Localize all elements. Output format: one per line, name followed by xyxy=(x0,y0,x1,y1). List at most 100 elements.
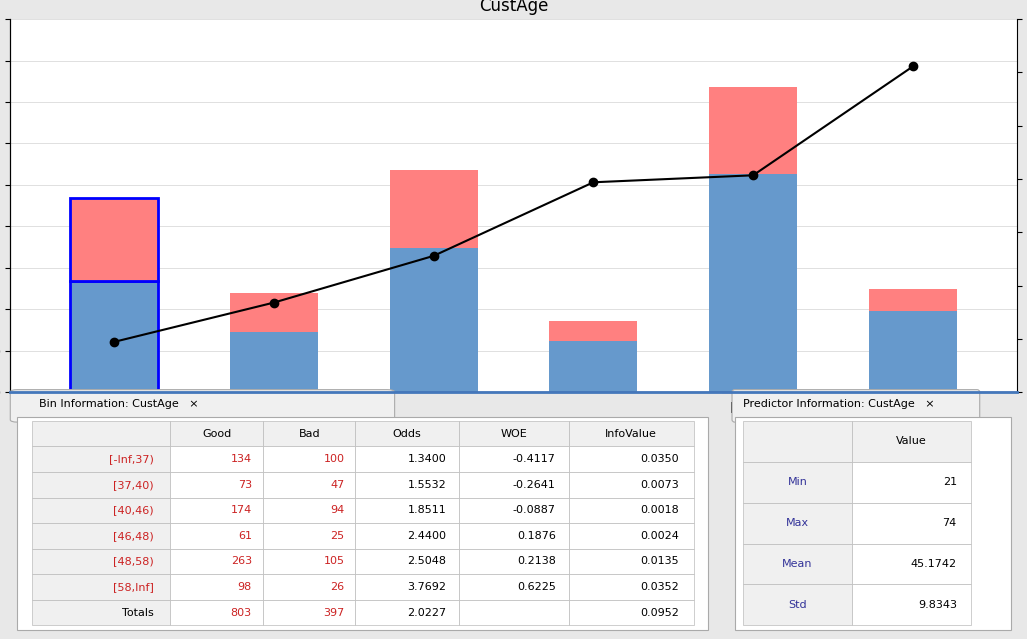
Bar xyxy=(263,600,355,626)
Bar xyxy=(170,421,263,447)
Text: 0.0135: 0.0135 xyxy=(640,557,679,567)
Text: InfoValue: InfoValue xyxy=(605,429,657,439)
Text: -0.0887: -0.0887 xyxy=(512,505,556,516)
Text: 0.2138: 0.2138 xyxy=(517,557,556,567)
Text: 105: 105 xyxy=(324,557,344,567)
Bar xyxy=(230,332,317,392)
Bar xyxy=(459,472,569,498)
Text: 98: 98 xyxy=(237,582,252,592)
Bar xyxy=(355,523,459,549)
Bar xyxy=(17,417,708,630)
Text: 2.4400: 2.4400 xyxy=(408,531,447,541)
Text: 26: 26 xyxy=(331,582,344,592)
Text: 25: 25 xyxy=(331,531,344,541)
Bar xyxy=(263,447,355,472)
Text: -0.2641: -0.2641 xyxy=(512,480,556,490)
Text: Good: Good xyxy=(202,429,231,439)
Text: 0.0018: 0.0018 xyxy=(640,505,679,516)
Bar xyxy=(32,523,170,549)
Bar xyxy=(569,447,693,472)
Title: CustAge: CustAge xyxy=(479,0,548,15)
Text: WOE: WOE xyxy=(500,429,527,439)
Text: [58,Inf]: [58,Inf] xyxy=(113,582,154,592)
Bar xyxy=(263,472,355,498)
Bar xyxy=(263,421,355,447)
Bar xyxy=(32,472,170,498)
Text: 263: 263 xyxy=(231,557,252,567)
Text: 21: 21 xyxy=(943,477,957,488)
Text: Mean: Mean xyxy=(783,559,812,569)
Text: 2.5048: 2.5048 xyxy=(408,557,447,567)
Bar xyxy=(263,498,355,523)
Bar xyxy=(355,600,459,626)
Bar xyxy=(459,447,569,472)
FancyBboxPatch shape xyxy=(10,390,394,422)
Text: 73: 73 xyxy=(237,480,252,490)
Bar xyxy=(32,498,170,523)
Bar xyxy=(32,574,170,600)
Text: 100: 100 xyxy=(324,454,344,465)
FancyBboxPatch shape xyxy=(732,390,980,422)
Text: 0.1876: 0.1876 xyxy=(517,531,556,541)
Bar xyxy=(869,311,957,392)
Text: 9.8343: 9.8343 xyxy=(918,600,957,610)
Bar xyxy=(355,574,459,600)
Text: 0.0073: 0.0073 xyxy=(640,480,679,490)
Text: 397: 397 xyxy=(324,608,344,618)
Bar xyxy=(569,421,693,447)
Bar xyxy=(744,544,851,585)
Bar xyxy=(389,170,478,248)
Bar xyxy=(355,447,459,472)
Bar xyxy=(355,421,459,447)
Text: 1.3400: 1.3400 xyxy=(408,454,447,465)
Text: Bad: Bad xyxy=(299,429,320,439)
Text: [48,58): [48,58) xyxy=(113,557,154,567)
Text: [40,46): [40,46) xyxy=(113,505,154,516)
Text: 45.1742: 45.1742 xyxy=(911,559,957,569)
Text: 1.5532: 1.5532 xyxy=(408,480,447,490)
Bar xyxy=(710,87,797,174)
Legend: Good, Bad: Good, Bad xyxy=(395,445,531,468)
Bar xyxy=(869,289,957,311)
Bar xyxy=(389,248,478,392)
Bar xyxy=(710,174,797,392)
Bar xyxy=(230,293,317,332)
Text: Bin Information: CustAge   ×: Bin Information: CustAge × xyxy=(39,399,198,410)
Text: 0.0952: 0.0952 xyxy=(640,608,679,618)
Bar xyxy=(744,421,851,462)
Text: 174: 174 xyxy=(231,505,252,516)
Bar xyxy=(170,574,263,600)
Bar xyxy=(569,549,693,574)
Text: [46,48): [46,48) xyxy=(113,531,154,541)
Bar xyxy=(459,421,569,447)
Bar xyxy=(459,574,569,600)
Bar xyxy=(170,549,263,574)
Text: Min: Min xyxy=(788,477,807,488)
Text: [-Inf,37): [-Inf,37) xyxy=(109,454,154,465)
Bar xyxy=(569,498,693,523)
Bar xyxy=(549,321,638,341)
Bar xyxy=(170,523,263,549)
Text: 0.0350: 0.0350 xyxy=(640,454,679,465)
Bar xyxy=(569,472,693,498)
Text: 94: 94 xyxy=(330,505,344,516)
Bar xyxy=(263,574,355,600)
Bar xyxy=(32,421,170,447)
Bar xyxy=(459,600,569,626)
Text: 74: 74 xyxy=(943,518,957,528)
Bar xyxy=(170,447,263,472)
Bar xyxy=(744,503,851,544)
Text: 3.7692: 3.7692 xyxy=(408,582,447,592)
Bar xyxy=(170,472,263,498)
Text: 0.6225: 0.6225 xyxy=(517,582,556,592)
Bar xyxy=(851,421,972,462)
Text: 0.0352: 0.0352 xyxy=(640,582,679,592)
Bar xyxy=(459,498,569,523)
Text: Odds: Odds xyxy=(392,429,421,439)
Text: 134: 134 xyxy=(231,454,252,465)
Bar xyxy=(459,523,569,549)
Bar xyxy=(355,549,459,574)
Bar xyxy=(851,462,972,503)
Bar xyxy=(32,549,170,574)
Bar xyxy=(744,585,851,626)
